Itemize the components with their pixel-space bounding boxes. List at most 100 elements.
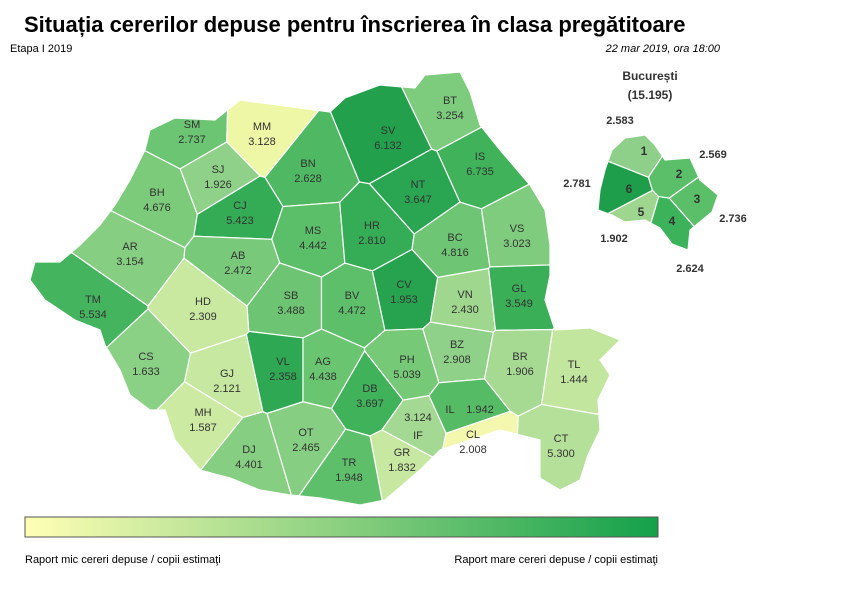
county-code: BN — [300, 158, 315, 170]
county-value: 5.300 — [547, 448, 575, 460]
county-code: GL — [512, 283, 527, 295]
county-value: 3.124 — [404, 412, 432, 424]
county-code: BV — [345, 290, 360, 302]
county-code: AB — [231, 250, 246, 262]
county-code: VL — [276, 356, 289, 368]
county-value: 4.676 — [143, 202, 171, 214]
county-code: GJ — [220, 368, 234, 380]
county-value: 1.832 — [388, 462, 416, 474]
county-code: CV — [396, 279, 412, 291]
county-value: 1.926 — [204, 179, 232, 191]
region — [381, 394, 447, 458]
county-code: PH — [399, 354, 414, 366]
region — [199, 411, 293, 496]
county-code: IS — [475, 151, 485, 163]
county-code: DJ — [242, 444, 255, 456]
region — [540, 327, 622, 416]
sector-label: 6 — [626, 182, 633, 196]
county-code: CJ — [233, 200, 246, 212]
region — [516, 403, 601, 491]
sector-value: 2.624 — [676, 263, 704, 275]
county-value: 1.587 — [189, 422, 217, 434]
legend-low: Raport mic cereri depuse / copii estimaţ… — [25, 554, 221, 566]
county-value: 2.737 — [178, 134, 206, 146]
sector-label: 4 — [669, 214, 676, 228]
county-value: 2.121 — [213, 383, 241, 395]
county-code: MH — [194, 407, 211, 419]
region — [297, 428, 383, 506]
sector-value: 2.781 — [563, 178, 591, 190]
region — [155, 381, 244, 471]
county-code: TR — [342, 457, 357, 469]
county-code: AR — [122, 241, 137, 253]
county-code: AG — [315, 356, 331, 368]
county-value: 3.647 — [404, 194, 432, 206]
sector-value: 2.569 — [699, 149, 727, 161]
county-code: CS — [138, 351, 153, 363]
bucharest-title: București — [622, 69, 677, 83]
county-value: 2.810 — [358, 235, 386, 247]
county-code: CT — [554, 433, 569, 445]
county-value: 3.128 — [248, 136, 276, 148]
sector-label: 3 — [694, 192, 701, 206]
county-code: OT — [298, 427, 314, 439]
legend-gradient — [24, 516, 659, 538]
county-value: 1.906 — [506, 366, 534, 378]
county-value: 2.309 — [189, 311, 217, 323]
county-code: HD — [195, 296, 211, 308]
county-value: 5.039 — [393, 369, 421, 381]
county-value: 2.430 — [451, 304, 479, 316]
county-value: 2.465 — [292, 442, 320, 454]
region — [650, 195, 696, 251]
county-value: 1.942 — [466, 404, 494, 416]
county-code: DB — [362, 383, 377, 395]
sector-value: 2.736 — [719, 213, 747, 225]
county-value: 1.633 — [132, 366, 160, 378]
legend-high: Raport mare cereri depuse / copii estima… — [454, 554, 658, 566]
county-value: 4.472 — [338, 305, 366, 317]
county-code: IF — [413, 430, 423, 442]
county-value: 1.444 — [560, 374, 588, 386]
county-value: 1.948 — [335, 472, 363, 484]
county-value: 3.254 — [436, 110, 464, 122]
stage: Etapa I 2019 — [10, 43, 72, 55]
county-value: 3.488 — [277, 305, 305, 317]
county-code: GR — [394, 447, 411, 459]
county-value: 4.401 — [235, 459, 263, 471]
county-code: BT — [443, 95, 457, 107]
timestamp: 22 mar 2019, ora 18:00 — [605, 43, 721, 55]
county-value: 4.816 — [441, 247, 469, 259]
counties — [29, 71, 622, 506]
county-code: TM — [85, 294, 101, 306]
county-code: NT — [411, 179, 426, 191]
county-code: CL — [466, 429, 480, 441]
county-value: 5.423 — [226, 215, 254, 227]
region — [606, 189, 660, 225]
title: Situația cererilor depuse pentru înscrie… — [24, 12, 685, 37]
county-code: IL — [445, 404, 454, 416]
county-code: VS — [510, 223, 525, 235]
sector-label: 1 — [641, 144, 648, 158]
county-value: 2.008 — [459, 444, 487, 456]
sector-label: 5 — [638, 205, 645, 219]
county-value: 5.534 — [79, 309, 107, 321]
county-value: 2.628 — [294, 173, 322, 185]
county-code: BH — [149, 187, 164, 199]
county-value: 2.908 — [443, 354, 471, 366]
region — [597, 160, 654, 215]
county-value: 3.154 — [116, 256, 144, 268]
county-code: SB — [284, 290, 299, 302]
sector-label: 2 — [676, 167, 683, 181]
county-value: 4.438 — [309, 371, 337, 383]
county-code: MM — [253, 121, 271, 133]
labels: SM 2.737 MM 3.128 BT 3.254 SV 6.132 IS 6.735 BN 2.6… — [79, 95, 747, 484]
county-value: 6.735 — [466, 166, 494, 178]
county-code: BC — [447, 232, 462, 244]
county-code: HR — [364, 220, 380, 232]
county-value: 3.549 — [505, 298, 533, 310]
county-code: MS — [305, 225, 322, 237]
county-code: SM — [184, 119, 201, 131]
county-value: 1.953 — [390, 294, 418, 306]
county-value: 2.472 — [224, 265, 252, 277]
